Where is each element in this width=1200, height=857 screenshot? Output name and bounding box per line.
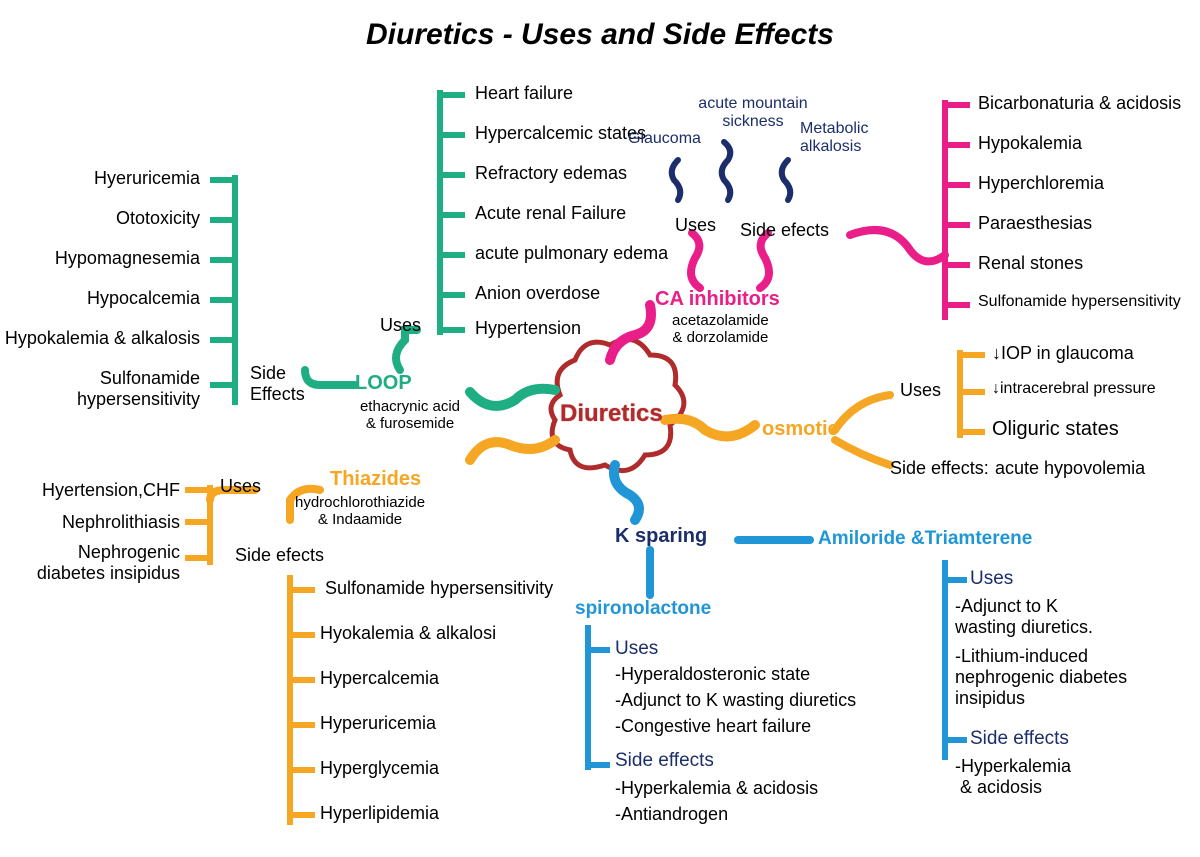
ca-subtitle: acetazolamide& dorzolamide xyxy=(672,312,769,346)
osmotic-title: osmotic xyxy=(762,418,839,441)
ca-se-5: Sulfonamide hypersensitivity xyxy=(978,293,1181,311)
ca-se-0: Bicarbonaturia & acidosis xyxy=(978,93,1181,114)
sp-se-1: -Antiandrogen xyxy=(615,804,728,825)
ks-title: K sparing xyxy=(615,525,707,548)
ca-se-2: Hyperchloremia xyxy=(978,173,1104,194)
thz-title: Thiazides xyxy=(330,468,421,491)
osmotic-use-0: ↓IOP in glaucoma xyxy=(992,343,1134,364)
loop-use-4: acute pulmonary edema xyxy=(475,243,668,264)
ca-se-4: Renal stones xyxy=(978,253,1083,274)
ca-title: CA inhibitors xyxy=(655,288,780,311)
loop-use-1: Hypercalcemic states xyxy=(475,123,646,144)
ca-use-0: Glaucoma xyxy=(628,130,701,148)
loop-use-3: Acute renal Failure xyxy=(475,203,626,224)
ca-side-label: Side efects xyxy=(740,220,829,241)
loop-se-2: Hypomagnesemia xyxy=(55,248,200,269)
sp-use-2: -Congestive heart failure xyxy=(615,716,811,737)
page-title: Diuretics - Uses and Side Effects xyxy=(0,18,1200,52)
osmotic-se: acute hypovolemia xyxy=(995,458,1145,479)
osmotic-use-1: ↓intracerebral pressure xyxy=(992,380,1156,398)
loop-se-5: Sulfonamidehypersensitivity xyxy=(40,368,200,410)
thz-use-1: Nephrolithiasis xyxy=(62,512,180,533)
am-use-1: -Lithium-inducednephrogenic diabetesinsi… xyxy=(955,646,1155,709)
ks-sub2-title: Amiloride &Triamterene xyxy=(818,528,1032,550)
thz-use-0: Hyertension,CHF xyxy=(42,480,180,501)
loop-se-1: Ototoxicity xyxy=(116,208,200,229)
sp-se-0: -Hyperkalemia & acidosis xyxy=(615,778,818,799)
thz-uses-label: Uses xyxy=(220,476,261,497)
loop-uses-label: Uses xyxy=(380,315,421,336)
thz-se-4: Hyperglycemia xyxy=(320,758,439,779)
ca-se-3: Paraesthesias xyxy=(978,213,1092,234)
loop-use-6: Hypertension xyxy=(475,318,581,339)
osmotic-side-label: Side effects: xyxy=(890,458,989,479)
loop-use-0: Heart failure xyxy=(475,83,573,104)
sp-side-label: Side effects xyxy=(615,750,714,772)
loop-use-2: Refractory edemas xyxy=(475,163,627,184)
ca-use-2: Metabolicalkalosis xyxy=(800,120,890,156)
ks-sub1-title: spironolactone xyxy=(575,598,711,620)
ca-se-1: Hypokalemia xyxy=(978,133,1082,154)
am-use-0: -Adjunct to Kwasting diuretics. xyxy=(955,596,1135,638)
osmotic-uses-label: Uses xyxy=(900,380,941,401)
loop-title: LOOP xyxy=(355,372,412,395)
thz-side-label: Side efects xyxy=(235,545,324,566)
loop-use-5: Anion overdose xyxy=(475,283,600,304)
sp-use-1: -Adjunct to K wasting diuretics xyxy=(615,690,856,711)
loop-se-3: Hypocalcemia xyxy=(87,288,200,309)
thz-se-3: Hyperuricemia xyxy=(320,713,436,734)
thz-use-2: Nephrogenicdiabetes insipidus xyxy=(10,542,180,584)
thz-subtitle: hydrochlorothiazide& Indaamide xyxy=(295,494,425,528)
ca-use-1: acute mountainsickness xyxy=(688,95,818,131)
thz-se-1: Hyokalemia & alkalosi xyxy=(320,623,496,644)
sp-uses-label: Uses xyxy=(615,638,658,660)
mindmap-canvas: Diuretics - Uses and Side Effects xyxy=(0,0,1200,857)
loop-se-0: Hyeruricemia xyxy=(94,168,200,189)
loop-side-label: SideEffects xyxy=(250,363,305,405)
am-side-label: Side effects xyxy=(970,728,1069,750)
am-uses-label: Uses xyxy=(970,568,1013,590)
center-label: Diuretics xyxy=(560,400,663,428)
thz-se-5: Hyperlipidemia xyxy=(320,803,439,824)
loop-se-4: Hypokalemia & alkalosis xyxy=(5,328,200,349)
loop-subtitle: ethacrynic acid& furosemide xyxy=(330,398,490,432)
osmotic-use-2: Oliguric states xyxy=(992,418,1119,441)
sp-use-0: -Hyperaldosteronic state xyxy=(615,664,810,685)
ca-uses-label: Uses xyxy=(675,215,716,236)
thz-se-2: Hypercalcemia xyxy=(320,668,439,689)
am-se-0: -Hyperkalemia & acidosis xyxy=(955,756,1115,798)
thz-se-0: Sulfonamide hypersensitivity xyxy=(325,578,553,599)
